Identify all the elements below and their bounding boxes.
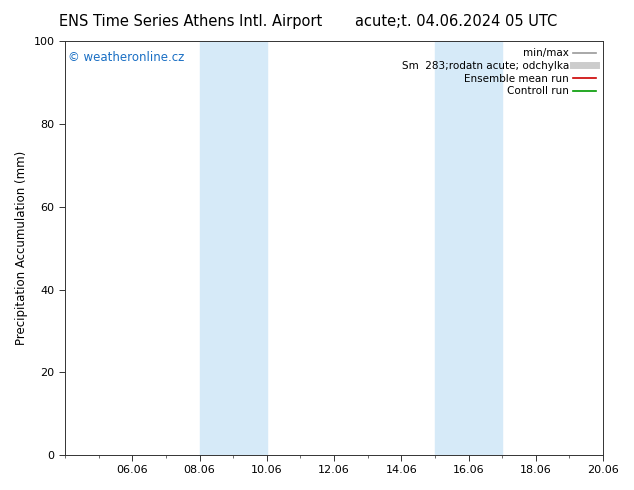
Text: © weatheronline.cz: © weatheronline.cz: [68, 51, 184, 64]
Legend: min/max, Sm  283;rodatn acute; odchylka, Ensemble mean run, Controll run: min/max, Sm 283;rodatn acute; odchylka, …: [399, 46, 598, 98]
Bar: [435, 41, 502, 455]
Bar: [200, 41, 267, 455]
Y-axis label: Precipitation Accumulation (mm): Precipitation Accumulation (mm): [15, 151, 28, 345]
Text: acute;t. 04.06.2024 05 UTC: acute;t. 04.06.2024 05 UTC: [355, 14, 558, 29]
Text: ENS Time Series Athens Intl. Airport: ENS Time Series Athens Intl. Airport: [58, 14, 322, 29]
